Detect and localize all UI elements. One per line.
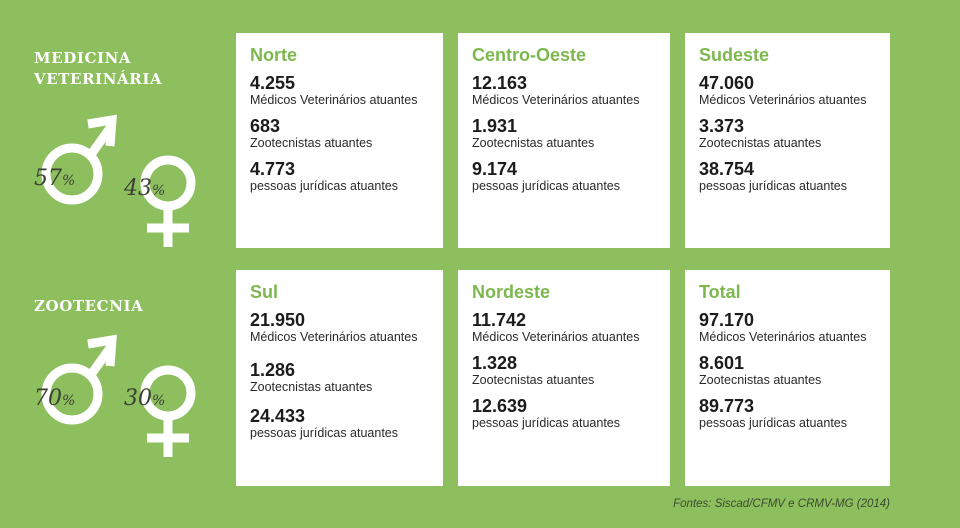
male-percentage: 57% — [34, 166, 76, 191]
source-note: Fontes: Siscad/CFMV e CRMV-MG (2014) — [673, 498, 890, 510]
pj-count: 24.433 — [250, 406, 306, 426]
pj-label: pessoas jurídicas atuantes — [250, 179, 399, 193]
male-symbol-icon — [41, 334, 117, 425]
region-card-centro-oeste: Centro-Oeste 12.163 Médicos Veterinários … — [458, 33, 670, 248]
female-symbol-icon — [140, 365, 196, 457]
zoo-count: 3.373 — [699, 116, 745, 136]
vets-label: Médicos Veterinários atuantes — [250, 93, 418, 107]
zoo-label: Zootecnistas atuantes — [250, 380, 373, 394]
vets-label: Médicos Veterinários atuantes — [472, 93, 640, 107]
female-percentage: 43% — [124, 176, 166, 201]
zoo-label: Zootecnistas atuantes — [699, 136, 822, 150]
male-symbol-icon — [41, 114, 117, 205]
zoo-count: 1.286 — [250, 360, 296, 380]
pj-count: 89.773 — [699, 396, 755, 416]
zoo-count: 683 — [250, 116, 281, 136]
pj-label: pessoas jurídicas atuantes — [699, 179, 848, 193]
zootecnia-title: ZOOTECNIA — [34, 297, 144, 315]
pj-label: pessoas jurídicas atuantes — [699, 416, 848, 430]
female-percentage: 30% — [124, 386, 166, 411]
region-title: Norte — [250, 45, 298, 65]
vets-count: 4.255 — [250, 73, 296, 93]
region-card-nordeste: Nordeste 11.742 Médicos Veterinários atua… — [458, 270, 670, 486]
zoo-count: 8.601 — [699, 353, 745, 373]
region-title: Total — [699, 282, 741, 302]
pj-count: 4.773 — [250, 159, 296, 179]
region-card-sul: Sul 21.950 Médicos Veterinários atuantes … — [236, 270, 443, 486]
region-title: Sul — [250, 282, 279, 302]
pj-count: 38.754 — [699, 159, 755, 179]
vets-count: 11.742 — [472, 310, 527, 330]
male-percentage: 70% — [34, 386, 76, 411]
zoo-label: Zootecnistas atuantes — [699, 373, 822, 387]
vets-count: 21.950 — [250, 310, 306, 330]
zoo-label: Zootecnistas atuantes — [472, 373, 595, 387]
vets-label: Médicos Veterinários atuantes — [699, 330, 867, 344]
region-title: Nordeste — [472, 282, 551, 302]
pj-label: pessoas jurídicas atuantes — [250, 426, 399, 440]
vets-count: 97.170 — [699, 310, 755, 330]
vets-count: 47.060 — [699, 73, 755, 93]
region-title: Centro-Oeste — [472, 45, 587, 65]
female-symbol-icon — [140, 155, 196, 247]
pj-count: 9.174 — [472, 159, 518, 179]
pj-label: pessoas jurídicas atuantes — [472, 416, 621, 430]
pj-label: pessoas jurídicas atuantes — [472, 179, 621, 193]
vets-count: 12.163 — [472, 73, 528, 93]
region-title: Sudeste — [699, 45, 770, 65]
zoo-count: 1.328 — [472, 353, 518, 373]
vets-label: Médicos Veterinários atuantes — [250, 330, 418, 344]
pj-count: 12.639 — [472, 396, 528, 416]
zoo-label: Zootecnistas atuantes — [472, 136, 595, 150]
vets-label: Médicos Veterinários atuantes — [699, 93, 867, 107]
region-card-sudeste: Sudeste 47.060 Médicos Veterinários atuan… — [685, 33, 890, 248]
region-card-norte: Norte 4.255 Médicos Veterinários atuantes… — [236, 33, 443, 248]
medicina-veterinaria-title: MEDICINA VETERINÁRIA — [34, 49, 163, 88]
zoo-label: Zootecnistas atuantes — [250, 136, 373, 150]
vets-label: Médicos Veterinários atuantes — [472, 330, 640, 344]
region-card-total: Total 97.170 Médicos Veterinários atuante… — [685, 270, 890, 486]
zoo-count: 1.931 — [472, 116, 518, 136]
